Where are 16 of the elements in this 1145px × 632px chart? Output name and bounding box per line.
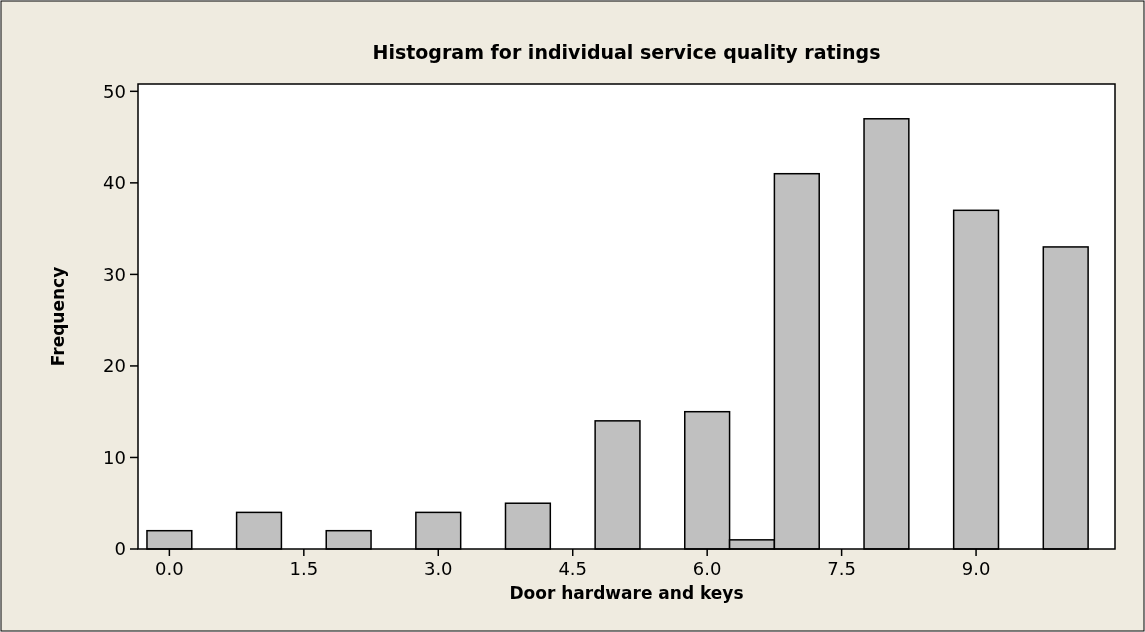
y-tick-label: 0 — [114, 538, 126, 560]
chart-title: Histogram for individual service quality ratings — [372, 41, 881, 63]
x-tick-label: 4.5 — [558, 558, 588, 579]
y-tick-label: 20 — [103, 355, 126, 377]
y-tick-label: 30 — [103, 263, 126, 285]
x-tick-label: 9.0 — [961, 558, 991, 579]
y-tick-label: 40 — [103, 172, 126, 194]
y-tick-label: 10 — [103, 446, 126, 468]
y-axis-title: Frequency — [48, 266, 68, 367]
x-axis-title: Door hardware and keys — [509, 583, 744, 603]
y-tick-label: 50 — [103, 80, 126, 102]
x-tick-label: 0.0 — [155, 558, 184, 579]
x-tick-label: 7.5 — [827, 558, 856, 579]
x-tick-label: 6.0 — [692, 558, 722, 579]
x-tick-label: 1.5 — [289, 558, 319, 579]
x-tick-label: 3.0 — [423, 558, 453, 579]
